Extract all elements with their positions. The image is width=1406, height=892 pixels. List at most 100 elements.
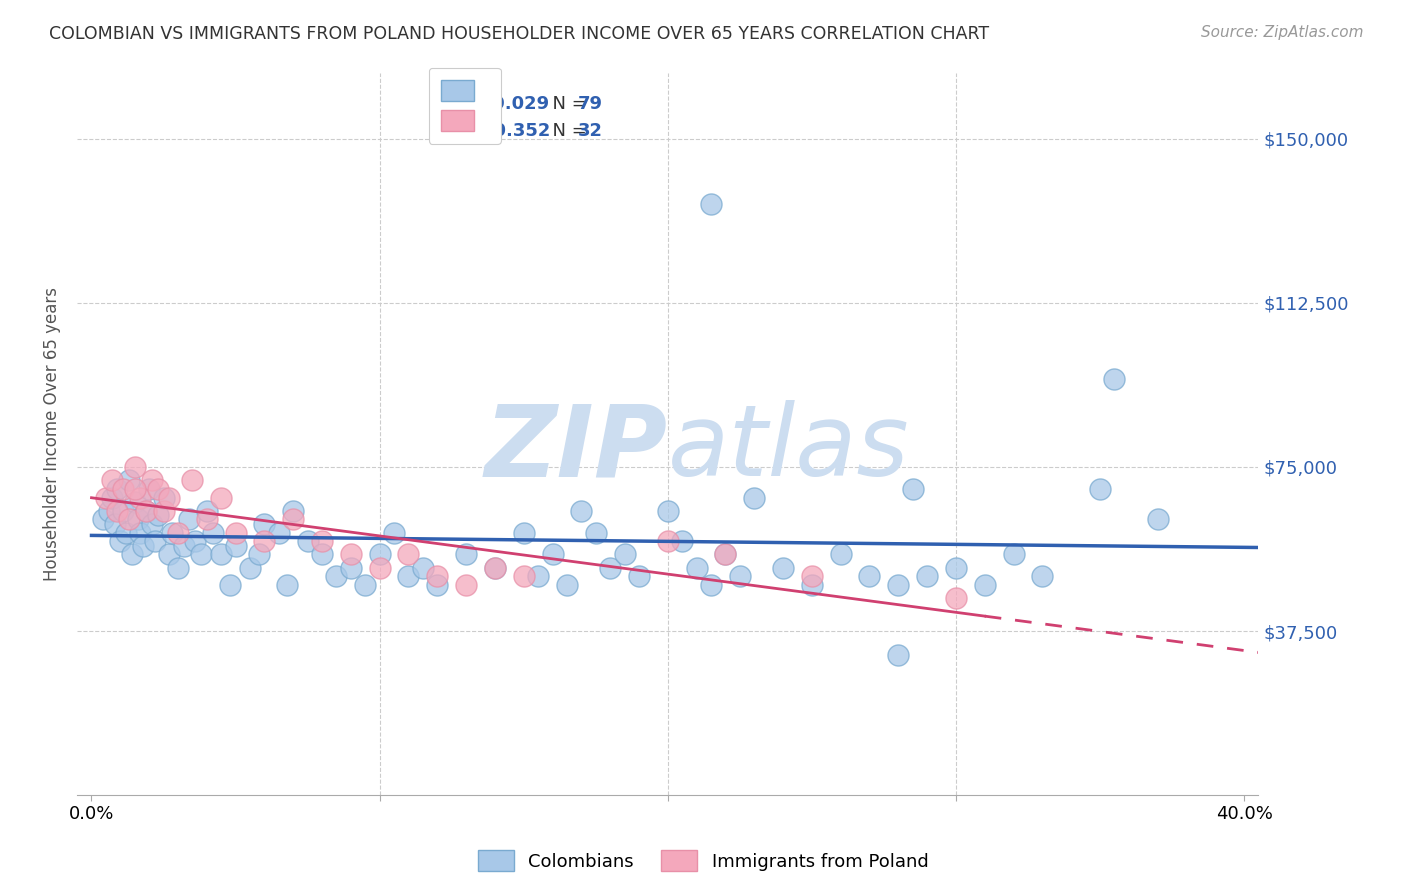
Point [127, 512, 149, 526]
Point [239, 560, 262, 574]
Point [157, 548, 180, 562]
Legend: Colombians, Immigrants from Poland: Colombians, Immigrants from Poland [471, 843, 935, 879]
Point [627, 569, 650, 583]
Point [107, 504, 129, 518]
Point [129, 491, 152, 505]
Point [143, 534, 166, 549]
Point [129, 525, 152, 540]
Point [657, 504, 679, 518]
Point [742, 491, 765, 505]
Point [585, 525, 607, 540]
Text: R =: R = [450, 122, 488, 140]
Point [484, 560, 506, 574]
Point [311, 548, 333, 562]
Point [901, 482, 924, 496]
Point [368, 560, 391, 574]
Point [124, 459, 146, 474]
Point [100, 491, 122, 505]
Point [112, 504, 135, 518]
Y-axis label: Householder Income Over 65 years: Householder Income Over 65 years [44, 287, 60, 582]
Point [728, 569, 751, 583]
Point [253, 516, 276, 531]
Point [454, 548, 477, 562]
Point [297, 534, 319, 549]
Point [484, 560, 506, 574]
Point [657, 534, 679, 549]
Point [512, 525, 534, 540]
Point [112, 482, 135, 496]
Point [201, 525, 224, 540]
Point [527, 569, 550, 583]
Text: 32: 32 [578, 122, 603, 140]
Point [1031, 569, 1053, 583]
Point [426, 569, 449, 583]
Point [973, 578, 995, 592]
Point [368, 548, 391, 562]
Point [195, 512, 218, 526]
Text: Source: ZipAtlas.com: Source: ZipAtlas.com [1201, 25, 1364, 40]
Point [340, 560, 363, 574]
Point [157, 491, 180, 505]
Point [398, 569, 420, 583]
Point [800, 578, 823, 592]
Point [167, 525, 190, 540]
Point [253, 534, 276, 549]
Point [426, 578, 449, 592]
Point [100, 473, 122, 487]
Point [225, 525, 247, 540]
Point [267, 525, 290, 540]
Text: -0.352: -0.352 [486, 122, 550, 140]
Point [160, 525, 183, 540]
Point [700, 578, 723, 592]
Point [412, 560, 434, 574]
Point [97, 504, 120, 518]
Point [103, 516, 125, 531]
Point [184, 534, 207, 549]
Text: 0.029: 0.029 [486, 95, 548, 112]
Point [118, 473, 141, 487]
Point [512, 569, 534, 583]
Point [830, 548, 852, 562]
Point [398, 548, 420, 562]
Text: 79: 79 [578, 95, 603, 112]
Point [887, 578, 910, 592]
Point [225, 539, 247, 553]
Point [354, 578, 377, 592]
Point [276, 578, 298, 592]
Point [382, 525, 405, 540]
Point [146, 482, 169, 496]
Text: atlas: atlas [668, 401, 910, 497]
Point [945, 591, 967, 606]
Point [124, 482, 146, 496]
Text: R =: R = [450, 95, 488, 112]
Point [135, 504, 157, 518]
Point [124, 495, 146, 509]
Point [283, 512, 305, 526]
Point [209, 548, 232, 562]
Point [555, 578, 578, 592]
Point [772, 560, 794, 574]
Text: ZIP: ZIP [485, 401, 668, 497]
Point [107, 482, 129, 496]
Point [195, 504, 218, 518]
Point [700, 197, 723, 211]
Point [218, 578, 240, 592]
Point [141, 473, 163, 487]
Text: COLOMBIAN VS IMMIGRANTS FROM POLAND HOUSEHOLDER INCOME OVER 65 YEARS CORRELATION: COLOMBIAN VS IMMIGRANTS FROM POLAND HOUS… [49, 25, 990, 43]
Point [146, 508, 169, 522]
Point [1002, 548, 1025, 562]
Text: N =: N = [541, 95, 593, 112]
Point [173, 539, 195, 553]
Point [915, 569, 938, 583]
Point [209, 491, 232, 505]
Point [714, 548, 737, 562]
Point [671, 534, 693, 549]
Legend: , : , [429, 68, 501, 144]
Point [454, 578, 477, 592]
Point [1146, 512, 1168, 526]
Point [118, 512, 141, 526]
Point [94, 491, 117, 505]
Point [800, 569, 823, 583]
Point [311, 534, 333, 549]
Point [138, 482, 160, 496]
